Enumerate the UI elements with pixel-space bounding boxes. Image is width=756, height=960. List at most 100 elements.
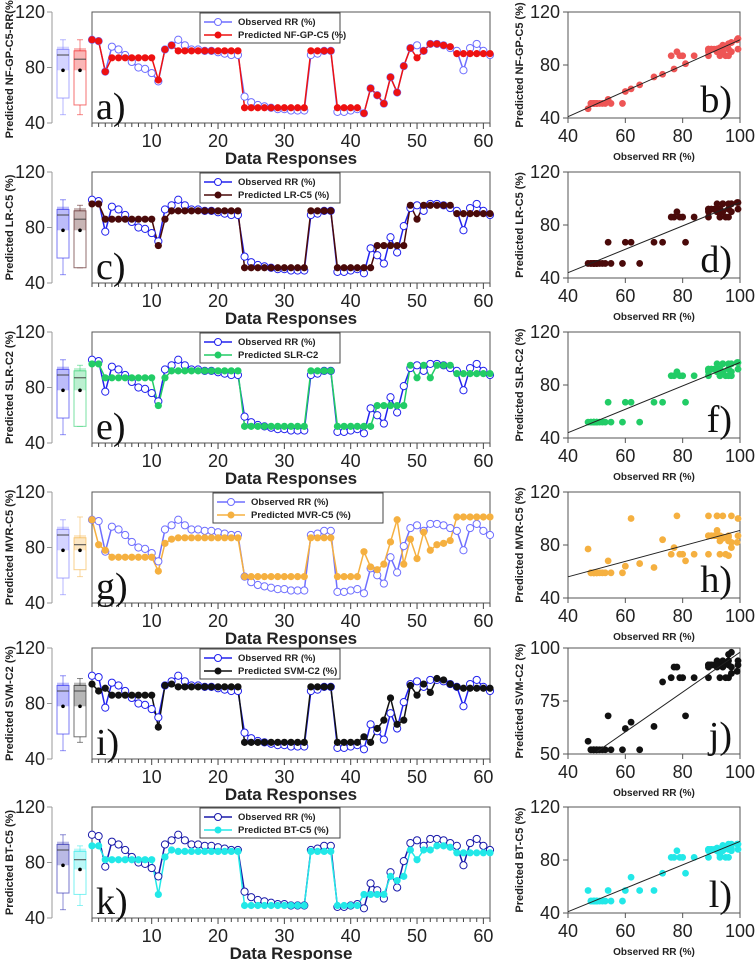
predicted-point: [141, 54, 149, 62]
predicted-point: [373, 566, 381, 574]
predicted-point: [168, 846, 176, 854]
scatter-point: [728, 48, 735, 56]
observed-point: [479, 526, 488, 535]
y-tick-label: 40: [25, 433, 45, 453]
observed-point: [101, 862, 110, 871]
y-tick-label: 80: [540, 55, 560, 75]
predicted-point: [406, 361, 414, 369]
x-axis-label: Observed RR (%): [613, 152, 695, 163]
predicted-point: [254, 901, 262, 910]
predicted-point: [174, 847, 182, 856]
observed-point: [393, 408, 402, 417]
scatter-point: [728, 208, 735, 216]
scatter-point: [719, 360, 727, 368]
predicted-point: [420, 846, 428, 854]
y-axis-label: Predicted MVR-C5 (%): [514, 487, 526, 603]
observed-point: [240, 412, 249, 421]
predicted-point: [254, 264, 262, 272]
observed-point: [134, 699, 143, 708]
y-tick-label: 120: [530, 482, 560, 502]
predicted-point: [393, 401, 401, 410]
predicted-point: [134, 374, 143, 382]
scatter-point: [716, 213, 724, 221]
scatter-point: [627, 718, 635, 726]
predicted-point: [380, 241, 388, 250]
predicted-point: [247, 104, 255, 112]
legend-predicted-label: Predicted MVR-C5 (%): [251, 510, 351, 521]
y-axis-label: Predicted BT-C5 (%): [514, 807, 526, 912]
box-shade: [57, 366, 69, 391]
panel-label: g): [96, 566, 128, 608]
fit-line: [567, 362, 741, 434]
scatter-point: [621, 398, 629, 406]
predicted-point: [320, 534, 328, 542]
predicted-point: [134, 54, 143, 62]
observed-point: [452, 841, 461, 850]
scatter-point: [734, 661, 742, 669]
boxplot-obs: [56, 359, 70, 436]
predicted-point: [181, 534, 189, 542]
predicted-point: [227, 207, 235, 215]
legend-box: [199, 332, 341, 364]
observed-point: [399, 698, 408, 707]
boxplot-pred: [73, 364, 87, 427]
observed-point: [154, 713, 163, 722]
predicted-point: [154, 723, 162, 731]
observed-point: [472, 519, 481, 529]
predicted-point: [373, 91, 381, 99]
predicted-point: [327, 47, 335, 55]
predicted-point: [154, 76, 162, 84]
scatter-point: [604, 398, 612, 406]
observed-point: [180, 521, 189, 530]
x-axis-label: Observed RR (%): [613, 472, 695, 483]
y-tick-label: 40: [540, 108, 560, 128]
predicted-point: [420, 47, 428, 55]
scatter-point: [667, 853, 675, 861]
predicted-point: [406, 846, 414, 854]
scatter-point: [619, 100, 626, 107]
y-axis-label: Predicted BT-C5 (%): [4, 810, 16, 915]
observed-point: [366, 879, 375, 888]
observed-point: [412, 201, 422, 210]
x-tick-label: 40: [341, 131, 361, 151]
observed-point: [293, 586, 302, 595]
x-tick-label: 60: [615, 762, 635, 782]
predicted-point: [386, 872, 395, 880]
predicted-point: [88, 516, 96, 524]
scatter-point: [713, 512, 721, 520]
predicted-point: [181, 683, 189, 691]
predicted-point: [181, 847, 189, 856]
observed-point: [174, 195, 183, 204]
predicted-point: [386, 538, 395, 546]
predicted-point: [307, 534, 315, 542]
predicted-point: [267, 422, 275, 430]
observed-point: [393, 248, 402, 257]
predicted-point: [459, 513, 468, 521]
predicted-point: [161, 374, 169, 382]
observed-point: [439, 521, 448, 530]
predicted-point: [260, 573, 269, 581]
predicted-point: [95, 842, 103, 850]
observed-point: [140, 224, 150, 233]
observed-point: [366, 244, 375, 253]
predicted-point: [234, 534, 242, 542]
predicted-point: [333, 264, 342, 272]
predicted-point: [367, 84, 375, 92]
observed-point: [386, 709, 395, 718]
box: [73, 210, 87, 269]
scatter-point: [733, 667, 741, 675]
predicted-point: [353, 422, 361, 430]
scatter-point: [728, 847, 735, 855]
box-shade: [74, 368, 86, 391]
scatter-point: [667, 674, 675, 682]
y-tick-label: 80: [25, 58, 45, 78]
scatter-point: [659, 536, 666, 544]
scatter-point: [719, 200, 727, 208]
predicted-point: [221, 683, 229, 691]
predicted-point: [148, 374, 156, 382]
x-tick-label: 30: [274, 131, 294, 151]
predicted-point: [88, 36, 96, 44]
predicted-point: [194, 47, 202, 55]
